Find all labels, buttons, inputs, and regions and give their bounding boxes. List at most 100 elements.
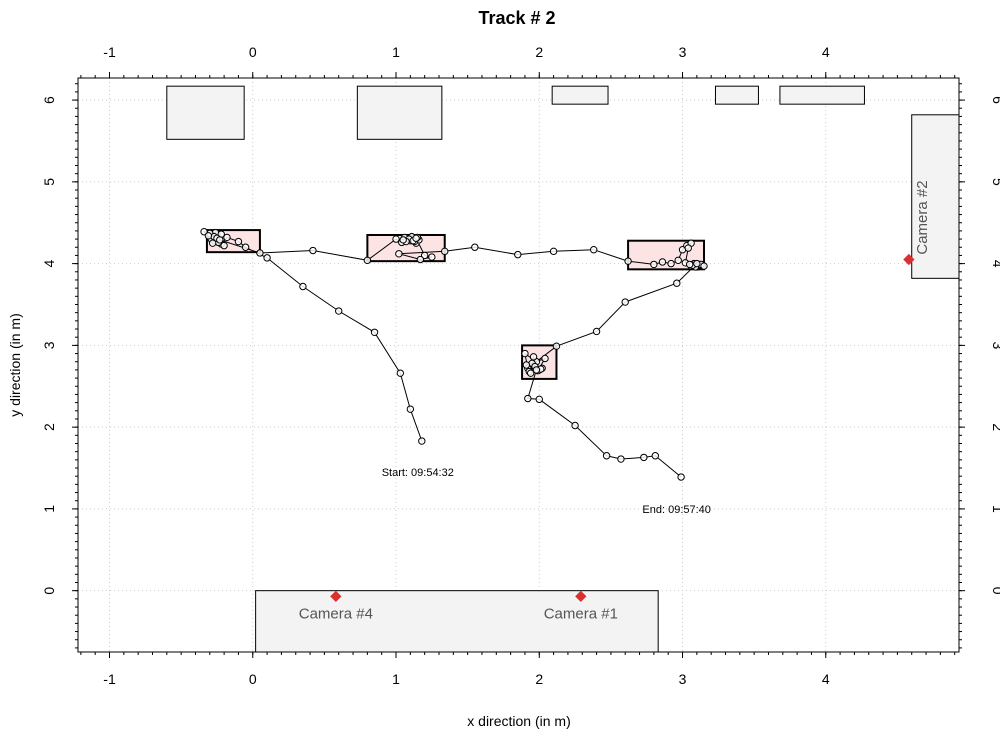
track-point <box>602 452 611 460</box>
track-point <box>617 455 625 463</box>
track-point <box>549 247 558 256</box>
y-tick-label-right: 3 <box>990 341 1000 349</box>
track-point <box>263 254 271 262</box>
x-tick-label-top: 4 <box>822 44 830 60</box>
track-point <box>650 260 658 269</box>
track-point <box>526 369 535 377</box>
camera-label: Camera #2 <box>914 180 931 254</box>
track-point <box>441 247 449 256</box>
y-tick-label-right: 4 <box>990 260 1000 268</box>
x-tick-label: -1 <box>103 671 116 687</box>
track-point <box>667 259 675 268</box>
track-point <box>335 307 343 315</box>
track-point <box>590 246 598 254</box>
furniture-block <box>166 85 245 140</box>
track-point <box>674 256 682 265</box>
x-tick-label-top: -1 <box>103 44 116 60</box>
track-point <box>592 327 601 336</box>
track-point <box>529 353 538 361</box>
x-tick-label: 0 <box>249 671 257 687</box>
furniture-block <box>911 114 960 279</box>
track-point <box>640 453 648 462</box>
track-point <box>418 437 426 445</box>
x-tick-label: 4 <box>822 671 830 687</box>
axis-layer: -1 -1 0 0 1 1 2 2 3 3 4 4 0 0 1 1 2 2 3 3 4 4 5 5 6 6 <box>41 44 1000 687</box>
track-point <box>522 361 531 369</box>
track-point <box>684 244 692 252</box>
y-tick-label-right: 2 <box>990 423 1000 431</box>
chart-title: Track # 2 <box>478 8 555 28</box>
y-tick-label: 1 <box>41 505 57 513</box>
track-point <box>309 246 317 255</box>
track-point <box>552 342 561 350</box>
furniture-block <box>551 85 609 105</box>
track-point <box>651 452 660 460</box>
track-point <box>299 282 307 291</box>
furniture-block <box>356 85 443 140</box>
y-tick-label-right: 5 <box>990 178 1000 186</box>
furniture-block <box>255 590 659 653</box>
x-tick-label-top: 1 <box>392 44 400 60</box>
annotation-label: Start: 09:54:32 <box>382 467 454 479</box>
x-tick-label-top: 0 <box>249 44 257 60</box>
y-tick-label-right: 1 <box>990 505 1000 513</box>
track-point <box>416 255 425 264</box>
track-layer <box>200 228 708 481</box>
track-point <box>241 243 250 251</box>
camera-marker <box>903 253 915 266</box>
x-axis-label: x direction (in m) <box>467 713 570 729</box>
track-point <box>428 253 436 261</box>
track-point <box>571 421 579 430</box>
track-point <box>532 366 541 374</box>
y-tick-label: 6 <box>41 96 57 104</box>
track-point <box>395 250 403 258</box>
track-point <box>677 473 685 481</box>
track-point <box>524 394 532 403</box>
x-tick-label: 3 <box>679 671 687 687</box>
track-point <box>658 258 667 266</box>
track-point <box>471 243 479 251</box>
annotation-label: End: 09:57:40 <box>642 504 711 516</box>
track-point <box>673 279 681 287</box>
camera-marker <box>575 590 587 603</box>
y-tick-label-right: 0 <box>990 587 1000 595</box>
track-point <box>700 262 708 270</box>
track-point <box>392 235 400 243</box>
camera-layer: Camera #4 Camera #1 Camera #2 <box>299 180 931 622</box>
track-point <box>208 239 217 247</box>
track-point <box>412 234 420 242</box>
y-tick-label: 2 <box>41 423 57 431</box>
x-tick-label: 2 <box>535 671 543 687</box>
x-tick-label-top: 3 <box>679 44 687 60</box>
track-point <box>363 256 372 265</box>
track-point <box>370 328 379 336</box>
track-point <box>223 233 231 242</box>
track-point <box>624 257 632 265</box>
camera-label: Camera #1 <box>544 605 618 622</box>
furniture-block <box>714 85 759 105</box>
track-point <box>535 395 543 404</box>
track-point <box>256 249 264 257</box>
track-point <box>406 405 415 413</box>
annotation-layer: Start: 09:54:32 End: 09:57:40 <box>382 467 711 516</box>
track-point <box>399 236 407 244</box>
track-point <box>234 237 243 246</box>
y-axis-label: y direction (in m) <box>7 313 23 416</box>
track-point <box>541 354 549 363</box>
camera-marker <box>330 590 342 603</box>
track-point <box>204 232 213 240</box>
furniture-block <box>779 85 865 105</box>
y-tick-label: 5 <box>41 178 57 186</box>
y-tick-label: 3 <box>41 341 57 349</box>
track-point <box>693 259 701 268</box>
track-point <box>216 236 224 244</box>
track-point <box>685 260 694 269</box>
track-point <box>396 369 405 377</box>
y-tick-label: 4 <box>41 260 57 268</box>
x-tick-label: 1 <box>392 671 400 687</box>
plot-frame <box>77 77 960 653</box>
furniture-layer <box>166 85 960 653</box>
grid <box>78 78 959 652</box>
track-point <box>521 349 529 358</box>
